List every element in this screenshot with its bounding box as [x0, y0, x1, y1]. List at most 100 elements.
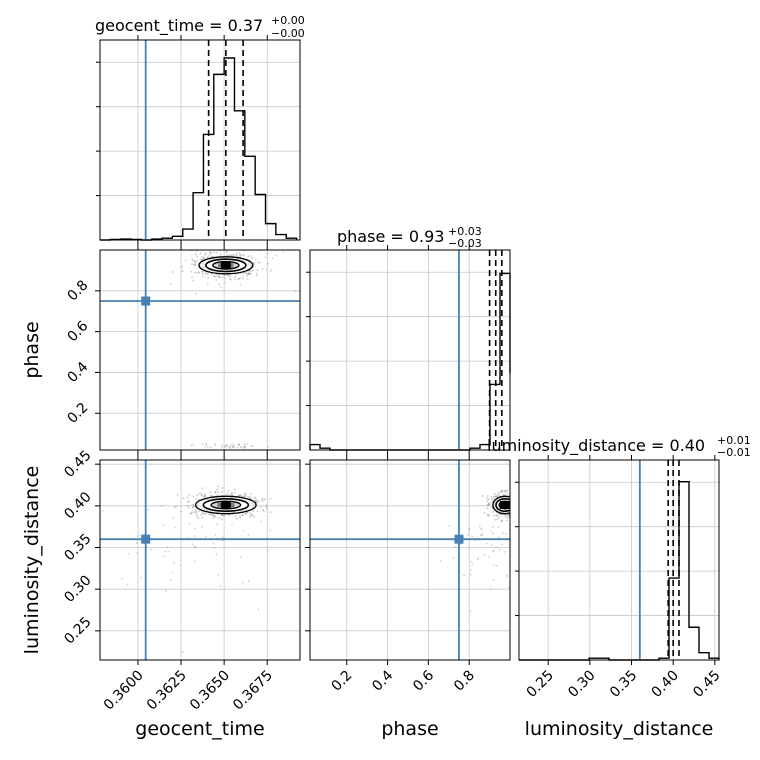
hist-panel-geocent-time [96, 35, 301, 245]
sample-point-outlier [181, 650, 184, 653]
sample-point [186, 496, 189, 499]
sample-point [510, 507, 512, 509]
sample-point [188, 493, 191, 496]
sample-point [227, 489, 230, 492]
sample-point-outlier [212, 542, 215, 545]
sample-point [269, 497, 272, 500]
scatter-area [145, 241, 308, 449]
sample-point [239, 253, 242, 256]
sample-point [511, 502, 513, 504]
sample-point [261, 268, 264, 271]
sample-point-outlier [203, 446, 206, 448]
sample-point-outlier [232, 445, 234, 448]
sample-point [195, 513, 198, 516]
sample-point [506, 516, 509, 519]
sample-point [513, 512, 515, 514]
sample-point [196, 255, 198, 258]
sample-point [512, 510, 514, 512]
sample-point-outlier [470, 560, 472, 563]
sample-point-outlier [255, 241, 257, 243]
sample-point [210, 272, 213, 275]
sample-point-outlier [170, 579, 172, 581]
sample-point-outlier [492, 526, 494, 528]
sample-point [511, 501, 513, 503]
sample-point [233, 492, 236, 494]
sample-point-outlier [221, 446, 224, 448]
sample-point-outlier [205, 443, 208, 446]
sample-point [229, 275, 231, 278]
sample-point-outlier [265, 269, 268, 272]
sample-point [210, 494, 213, 497]
sample-point [254, 497, 257, 499]
histogram-step [309, 272, 511, 451]
sample-point-outlier [306, 270, 308, 272]
sample-point-outlier [500, 521, 503, 523]
sample-point [511, 507, 513, 509]
sample-point [214, 491, 216, 494]
sample-point [512, 507, 514, 509]
sample-point-outlier [487, 513, 490, 516]
panel-frame [518, 459, 720, 661]
sample-point [514, 496, 516, 498]
sample-point [246, 511, 249, 514]
sample-point [248, 516, 251, 518]
sample-point [261, 497, 264, 500]
sample-point [257, 261, 259, 263]
sample-point-outlier [501, 532, 504, 534]
sample-point [201, 512, 204, 514]
sample-point [210, 513, 213, 516]
sample-point-outlier [233, 446, 236, 448]
sample-point [238, 252, 241, 255]
sample-point-outlier [213, 547, 216, 549]
sample-point [516, 500, 518, 502]
sample-point-outlier [232, 445, 235, 447]
sample-point [230, 492, 233, 494]
sample-point-outlier [230, 444, 232, 447]
sample-point [244, 513, 247, 516]
sample-point-outlier [452, 556, 455, 559]
sample-point-outlier [68, 539, 70, 541]
sample-point [181, 270, 184, 273]
sample-point-outlier [476, 558, 479, 561]
sample-point-outlier [515, 582, 517, 584]
sample-point [226, 254, 229, 257]
panel-frame [99, 459, 301, 661]
sample-point [204, 252, 207, 255]
sample-point [208, 254, 211, 257]
sample-point-outlier [192, 279, 195, 282]
sample-point [487, 498, 490, 501]
xlabel-phase: phase [381, 718, 438, 740]
sample-point-outlier [194, 527, 197, 530]
sample-point-outlier [244, 445, 246, 448]
sample-point-outlier [470, 569, 473, 572]
sample-point [180, 510, 183, 513]
hist-panel-phase [306, 245, 511, 455]
sample-point-outlier [483, 553, 486, 556]
sample-point [210, 255, 213, 258]
sample-point [511, 502, 513, 504]
sample-point [190, 270, 192, 273]
sample-point-outlier [166, 546, 169, 549]
sample-point-outlier [170, 282, 173, 285]
sample-point-outlier [214, 443, 216, 446]
sample-point-outlier [477, 557, 480, 559]
sample-point-outlier [202, 275, 205, 278]
sample-point [235, 252, 238, 255]
sample-point [212, 517, 215, 519]
sample-point-outlier [269, 529, 272, 532]
sample-point [257, 500, 260, 503]
sample-point [218, 283, 221, 286]
sample-point [265, 504, 268, 507]
sample-point-outlier [271, 257, 274, 260]
sample-point [514, 501, 516, 503]
sample-point [498, 493, 501, 496]
sample-point [513, 507, 515, 509]
title-phase-sup: +0.03 [448, 225, 482, 238]
sample-point [493, 498, 496, 500]
sample-point [213, 514, 216, 517]
sample-point [520, 502, 522, 504]
sample-point-outlier [172, 517, 175, 519]
sample-point [511, 509, 513, 511]
sample-point-outlier [269, 270, 272, 273]
